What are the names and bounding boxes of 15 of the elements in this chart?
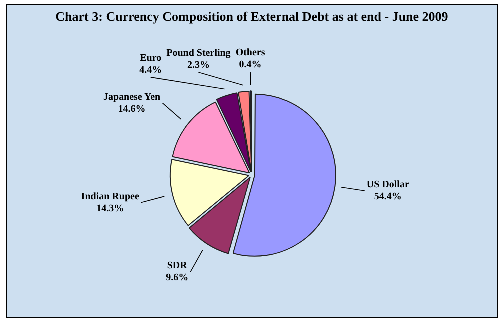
data-label: 54.4% (374, 192, 402, 203)
slice-label: Japanese Yen (103, 92, 162, 103)
data-label: 0.4% (239, 60, 262, 71)
data-label: 4.4% (140, 65, 162, 76)
slice-label: Others (236, 48, 266, 59)
slice-label: Pound Sterling (166, 48, 231, 60)
chart-title: Chart 3: Currency Composition of External Debt as at end - June 2009 (54, 9, 450, 24)
slice-label: SDR (167, 260, 188, 272)
data-label: 14.6% (118, 104, 146, 115)
slice-label: US Dollar (366, 180, 410, 191)
slice-label: Euro (140, 53, 162, 64)
data-label: 9.6% (166, 272, 189, 284)
slice-label: Indian Rupee (81, 191, 140, 202)
data-label: 14.3% (96, 203, 124, 214)
data-label: 2.3% (187, 60, 210, 72)
